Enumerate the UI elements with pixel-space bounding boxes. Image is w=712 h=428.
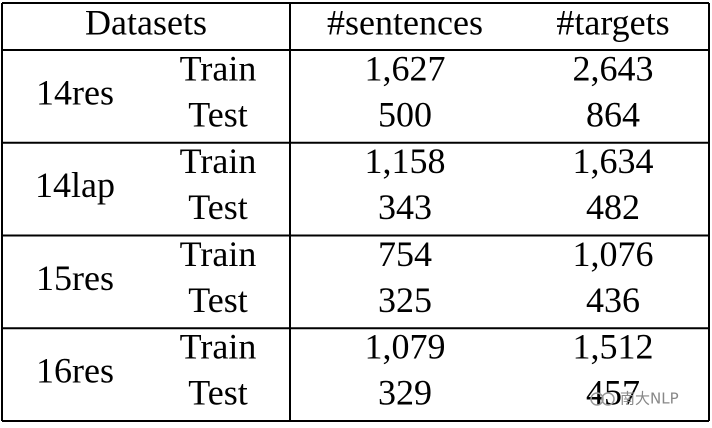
group-name: 15res <box>36 258 114 298</box>
cell: 1,512 <box>573 327 654 367</box>
cell: 1,079 <box>365 327 446 367</box>
cell: Train <box>180 234 257 274</box>
header-cell: #targets <box>556 2 669 42</box>
cell: Test <box>188 187 247 227</box>
cell: 1,158 <box>365 141 446 181</box>
cell: Test <box>188 94 247 134</box>
cell: Train <box>180 141 257 181</box>
cell: Train <box>180 327 257 367</box>
watermark-icon <box>590 392 604 406</box>
cell: Test <box>188 280 247 320</box>
watermark: 南大NLP <box>620 390 679 408</box>
cell: Train <box>180 48 257 88</box>
cell: 500 <box>378 94 432 134</box>
group-name: 14lap <box>35 165 115 205</box>
header-cell: Datasets <box>85 2 207 42</box>
group-name: 16res <box>36 351 114 391</box>
group-name: 14res <box>36 72 114 112</box>
cell: 1,627 <box>365 48 446 88</box>
cell: 1,076 <box>573 234 654 274</box>
cell: 864 <box>586 94 640 134</box>
cell: 436 <box>586 280 640 320</box>
cell: 457 <box>586 373 640 413</box>
cell: Test <box>188 373 247 413</box>
cell: 343 <box>378 187 432 227</box>
cell: 1,634 <box>573 141 654 181</box>
cell: 482 <box>586 187 640 227</box>
watermark-icon <box>601 392 615 406</box>
cell: 2,643 <box>573 48 654 88</box>
cell: 329 <box>378 373 432 413</box>
header-cell: #sentences <box>327 2 483 42</box>
cell: 754 <box>378 234 432 274</box>
cell: 325 <box>378 280 432 320</box>
